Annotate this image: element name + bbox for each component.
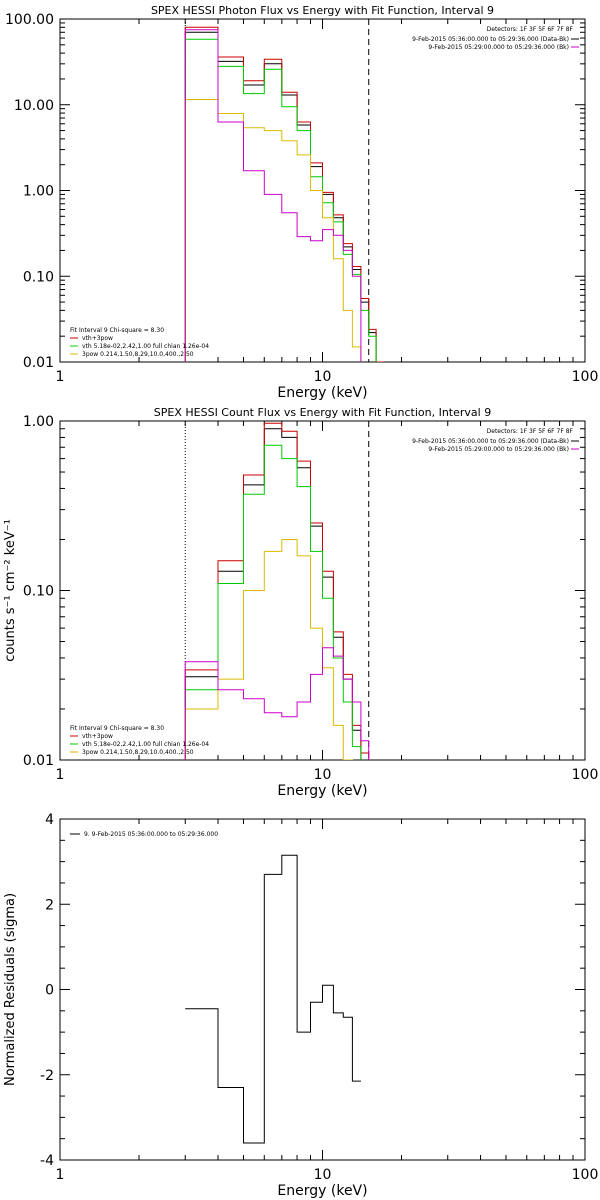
y-axis-label: Normalized Residuals (sigma) [3,893,18,1086]
x-tick-label: 1 [56,767,65,783]
legend-label: vth+3pow [82,733,113,740]
x-tick-label: 10 [314,369,332,385]
legend-header: Fit Interval 9 Chi-square = 8.30 [70,725,164,732]
y-tick-label: 100.00 [5,12,54,28]
series-bk [184,29,362,362]
y-tick-label: 0.10 [23,269,54,285]
series-residuals [185,854,361,1144]
y-tick-label: 1.00 [23,414,54,430]
chart-panel-3: 1 10 100 Energy (keV) -4 -2 0 2 4 Normalized Resi… [3,812,598,1199]
chart-title: SPEX HESSI Photon Flux vs Energy with Fi… [151,4,494,17]
y-tick-label: -2 [40,1068,54,1084]
series-3pow [184,539,353,760]
legend-header: Detectors: 1F 3F 5F 6F 7F 8F [487,26,574,33]
x-axis-label: Energy (keV) [277,385,367,401]
legend-label: 9-Feb-2015 05:36:00.000 to 05:29:36.000 … [412,36,569,43]
legend-label: 9-Feb-2015 05:29:00.000 to 05:29:36.000 … [428,44,569,51]
legend-label: vth 5.18e-02,2.42,1.00 full chian 1.26e-… [82,741,209,748]
legend-label: 9-Feb-2015 05:29:00.000 to 05:29:36.000 … [428,446,569,453]
series-data-bk [184,428,362,760]
y-tick-label: 0.01 [23,753,54,769]
y-tick-label: -4 [40,1153,54,1169]
chart-panel-2: SPEX HESSI Count Flux vs Energy with Fit… [3,406,598,799]
x-tick-label: 100 [572,369,599,385]
legend-label: 3pow 0.214,1.50,8.29,10.0,400.,2.50 [82,351,194,358]
y-tick-label: 4 [45,812,54,828]
series-3pow [184,99,362,362]
series-vth-3pow [184,26,384,362]
series-group [184,422,370,760]
y-tick-label: 1.00 [23,184,54,200]
chart-title: SPEX HESSI Count Flux vs Energy with Fit… [154,406,491,419]
legend-label: vth+3pow [82,335,113,342]
legend-header: Fit Interval 9 Chi-square = 8.30 [70,327,164,334]
x-tick-label: 1 [56,1167,65,1183]
x-tick-label: 100 [572,767,599,783]
series-bk [184,647,370,760]
x-tick-label: 10 [314,1167,332,1183]
legend-header: Detectors: 1F 3F 5F 6F 7F 8F [487,428,574,435]
series-vth-3pow [184,422,370,760]
x-tick-label: 1 [56,369,65,385]
series-group [184,26,384,362]
y-tick-label: 10.00 [14,98,54,114]
y-tick-label: 0 [45,983,54,999]
legend-label: vth 5.18e-02,2.42,1.00 full chian 1.26e-… [82,343,209,350]
x-tick-label: 10 [314,767,332,783]
series-data-bk [184,31,377,362]
y-axis-label: counts s⁻¹ cm⁻² keV⁻¹ [3,519,18,662]
legend-label: 9-Feb-2015 05:36:00.000 to 05:29:36.000 … [412,438,569,445]
series-group [185,854,361,1144]
y-tick-label: 0.01 [23,355,54,371]
y-tick-label: 2 [45,897,54,913]
series-vth [184,38,377,362]
x-axis-label: Energy (keV) [277,783,367,799]
legend-label: 3pow 0.214,1.50,8.29,10.0,400.,2.50 [82,749,194,756]
legend-label: 9. 9-Feb-2015 05:36:00.000 to 05:29:36.0… [84,831,218,838]
y-tick-label: 0.10 [23,584,54,600]
series-vth [184,444,362,760]
x-axis-label: Energy (keV) [277,1183,367,1199]
x-tick-label: 100 [572,1167,599,1183]
chart-panel-1: SPEX HESSI Photon Flux vs Energy with Fi… [5,4,598,401]
